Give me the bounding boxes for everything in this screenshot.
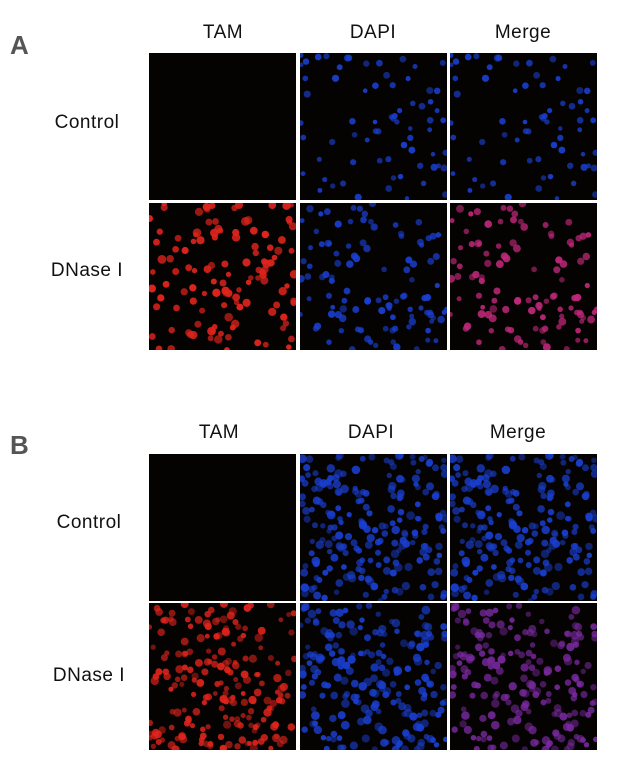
panel-b-dnase-tam-image	[149, 603, 296, 750]
panel-b-header-tam: TAM	[198, 422, 240, 443]
panel-a-header-merge: Merge	[494, 22, 552, 43]
panel-a-header-dapi: DAPI	[349, 22, 397, 43]
micrograph-canvas	[450, 603, 597, 750]
micrograph-canvas	[300, 53, 447, 200]
panel-a-row-dnase: DNase I	[50, 260, 124, 281]
panel-b-row-control: Control	[56, 512, 122, 533]
panel-b-control-tam-image	[149, 454, 296, 601]
micrograph-canvas	[300, 203, 447, 350]
panel-a-row-control: Control	[54, 112, 120, 133]
panel-a-letter: A	[10, 30, 29, 60]
panel-b-control-merge-image	[450, 454, 597, 601]
micrograph-canvas	[300, 603, 447, 750]
micrograph-canvas	[149, 603, 296, 750]
panel-a-control-dapi-image	[300, 53, 447, 200]
panel-b-header-dapi: DAPI	[347, 422, 395, 443]
panel-a-control-tam-image	[149, 53, 296, 200]
panel-b-control-dapi-image	[300, 454, 447, 601]
micrograph-canvas	[149, 53, 296, 200]
panel-b-header-merge: Merge	[489, 422, 547, 443]
micrograph-canvas	[300, 454, 447, 601]
panel-a-header-tam: TAM	[202, 22, 244, 43]
micrograph-canvas	[149, 203, 296, 350]
micrograph-canvas	[450, 454, 597, 601]
micrograph-canvas	[450, 53, 597, 200]
panel-b-dnase-merge-image	[450, 603, 597, 750]
panel-b-letter: B	[10, 430, 29, 460]
panel-a-control-merge-image	[450, 53, 597, 200]
panel-b-dnase-dapi-image	[300, 603, 447, 750]
panel-a-dnase-merge-image	[450, 203, 597, 350]
panel-a-dnase-dapi-image	[300, 203, 447, 350]
micrograph-canvas	[450, 203, 597, 350]
panel-a-dnase-tam-image	[149, 203, 296, 350]
panel-b-row-dnase: DNase I	[52, 665, 126, 686]
micrograph-canvas	[149, 454, 296, 601]
